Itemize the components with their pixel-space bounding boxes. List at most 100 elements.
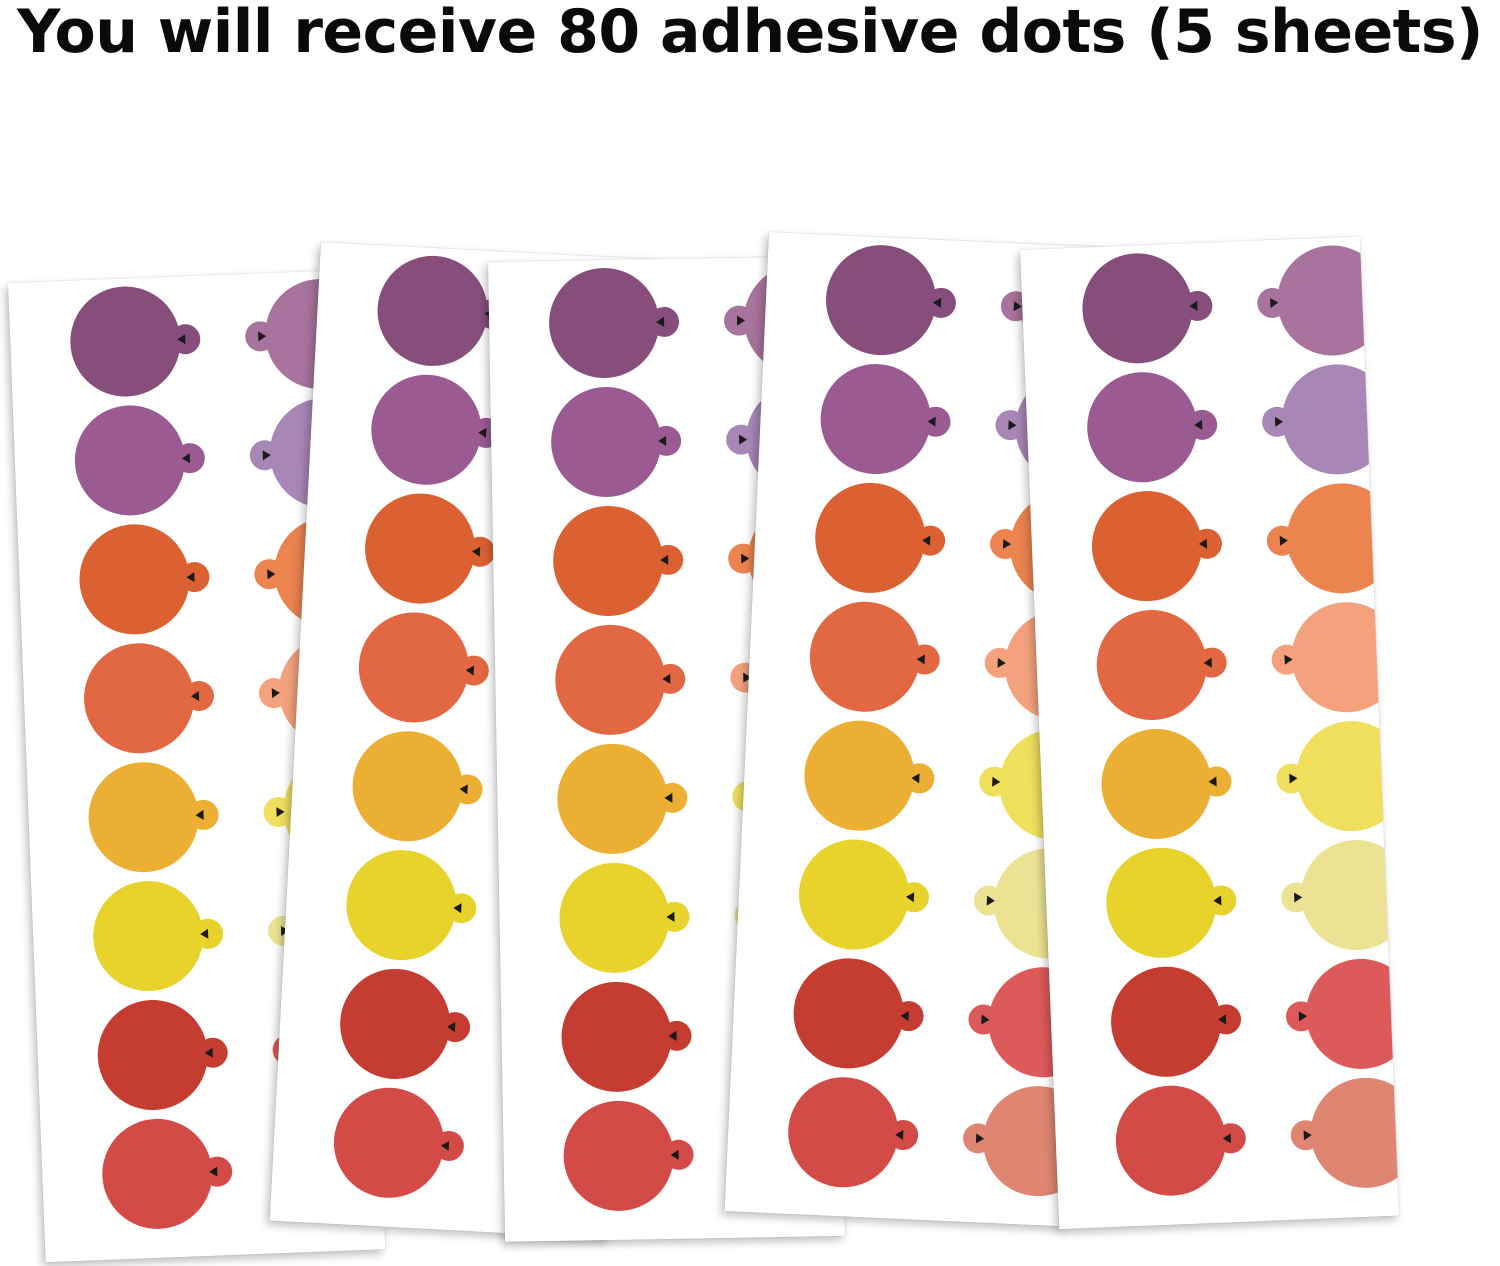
arrow-icon [997, 657, 1006, 669]
arrow-icon [1274, 416, 1284, 427]
arrow-icon [1213, 895, 1222, 906]
adhesive-dot [556, 742, 688, 855]
arrow-icon [921, 535, 931, 546]
arrow-icon [739, 434, 748, 445]
arrow-icon [1189, 300, 1198, 312]
arrow-icon [471, 546, 481, 557]
arrow-icon [655, 316, 665, 328]
adhesive-dot [1256, 243, 1390, 358]
sheet-5 [1020, 236, 1400, 1230]
arrow-icon [209, 1166, 218, 1177]
arrow-icon [1294, 892, 1303, 903]
arrow-icon [741, 553, 750, 564]
adhesive-dot [1271, 600, 1400, 715]
arrow-icon [1303, 1130, 1312, 1141]
adhesive-dot [1113, 1083, 1247, 1198]
arrow-icon [1270, 297, 1279, 308]
arrow-icon [1013, 301, 1023, 312]
arrow-icon [927, 416, 936, 427]
adhesive-dot [550, 386, 682, 498]
adhesive-dot [100, 1116, 233, 1231]
arrow-icon [1008, 420, 1017, 431]
adhesive-dot [331, 1084, 465, 1201]
adhesive-dot [1280, 837, 1400, 953]
adhesive-dot [562, 1099, 694, 1212]
adhesive-dot [1099, 726, 1233, 842]
arrow-icon [1289, 773, 1298, 784]
arrow-icon [477, 427, 487, 438]
adhesive-dot [1085, 370, 1218, 485]
headline: You will receive 80 adhesive dots (5 she… [17, 0, 1483, 67]
arrow-icon [459, 784, 468, 795]
adhesive-dot [1089, 488, 1223, 604]
adhesive-dot [368, 371, 502, 488]
adhesive-dot [558, 861, 690, 974]
arrow-icon [932, 297, 942, 308]
arrow-icon [736, 315, 746, 326]
arrow-icon [662, 673, 671, 685]
arrow-icon [986, 895, 996, 906]
arrow-icon [181, 453, 191, 464]
arrow-icon [271, 687, 281, 699]
adhesive-dot [1094, 607, 1228, 723]
adhesive-dot [812, 480, 946, 596]
arrow-icon [1198, 538, 1208, 550]
adhesive-dot [77, 522, 210, 637]
adhesive-dot [362, 490, 496, 607]
adhesive-dot [560, 980, 692, 1093]
arrow-icon [440, 1140, 450, 1151]
adhesive-dot [91, 879, 224, 994]
arrow-icon [1208, 776, 1217, 787]
adhesive-dot [1266, 481, 1399, 596]
arrow-icon [204, 1047, 213, 1059]
adhesive-dot [785, 1074, 919, 1190]
adhesive-dot [823, 242, 957, 358]
arrow-icon [992, 776, 1001, 788]
arrow-icon [1222, 1133, 1232, 1144]
adhesive-dot [818, 361, 952, 477]
adhesive-dot [1108, 964, 1242, 1079]
adhesive-dot [374, 253, 509, 369]
arrow-icon [664, 792, 673, 804]
arrow-icon [267, 568, 276, 580]
arrow-icon [668, 1030, 677, 1041]
adhesive-dot [1104, 845, 1237, 961]
adhesive-dot [356, 609, 490, 726]
arrow-icon [975, 1133, 985, 1144]
adhesive-dot [807, 599, 941, 715]
arrow-icon [1203, 657, 1212, 668]
adhesive-dot [1285, 956, 1400, 1072]
arrow-icon [916, 654, 925, 665]
adhesive-dot [1080, 251, 1213, 366]
arrow-icon [1193, 419, 1203, 431]
arrow-icon [666, 911, 675, 922]
adhesive-dot [554, 623, 686, 736]
arrow-icon [190, 690, 200, 702]
adhesive-dot [1261, 362, 1395, 477]
adhesive-dot [86, 760, 220, 875]
adhesive-dot [349, 728, 484, 845]
arrow-icon [905, 891, 915, 903]
arrow-icon [660, 554, 669, 566]
arrow-icon [1298, 1011, 1308, 1022]
arrow-icon [670, 1149, 679, 1160]
adhesive-dot [95, 997, 229, 1113]
adhesive-dot [81, 641, 215, 756]
arrow-icon [199, 928, 209, 940]
adhesive-dot [1290, 1075, 1400, 1191]
arrow-icon [453, 902, 462, 914]
arrow-icon [900, 1010, 909, 1022]
adhesive-dot [791, 955, 925, 1071]
arrow-icon [658, 435, 667, 447]
arrow-icon [981, 1014, 990, 1025]
arrow-icon [911, 773, 920, 784]
arrow-icon [276, 806, 285, 818]
arrow-icon [262, 450, 271, 461]
arrow-icon [195, 809, 204, 821]
arrow-icon [258, 331, 267, 342]
adhesive-dot [796, 837, 930, 952]
arrow-icon [177, 334, 186, 345]
arrow-icon [446, 1021, 456, 1033]
adhesive-dot [1275, 718, 1400, 834]
adhesive-dot [72, 403, 206, 518]
